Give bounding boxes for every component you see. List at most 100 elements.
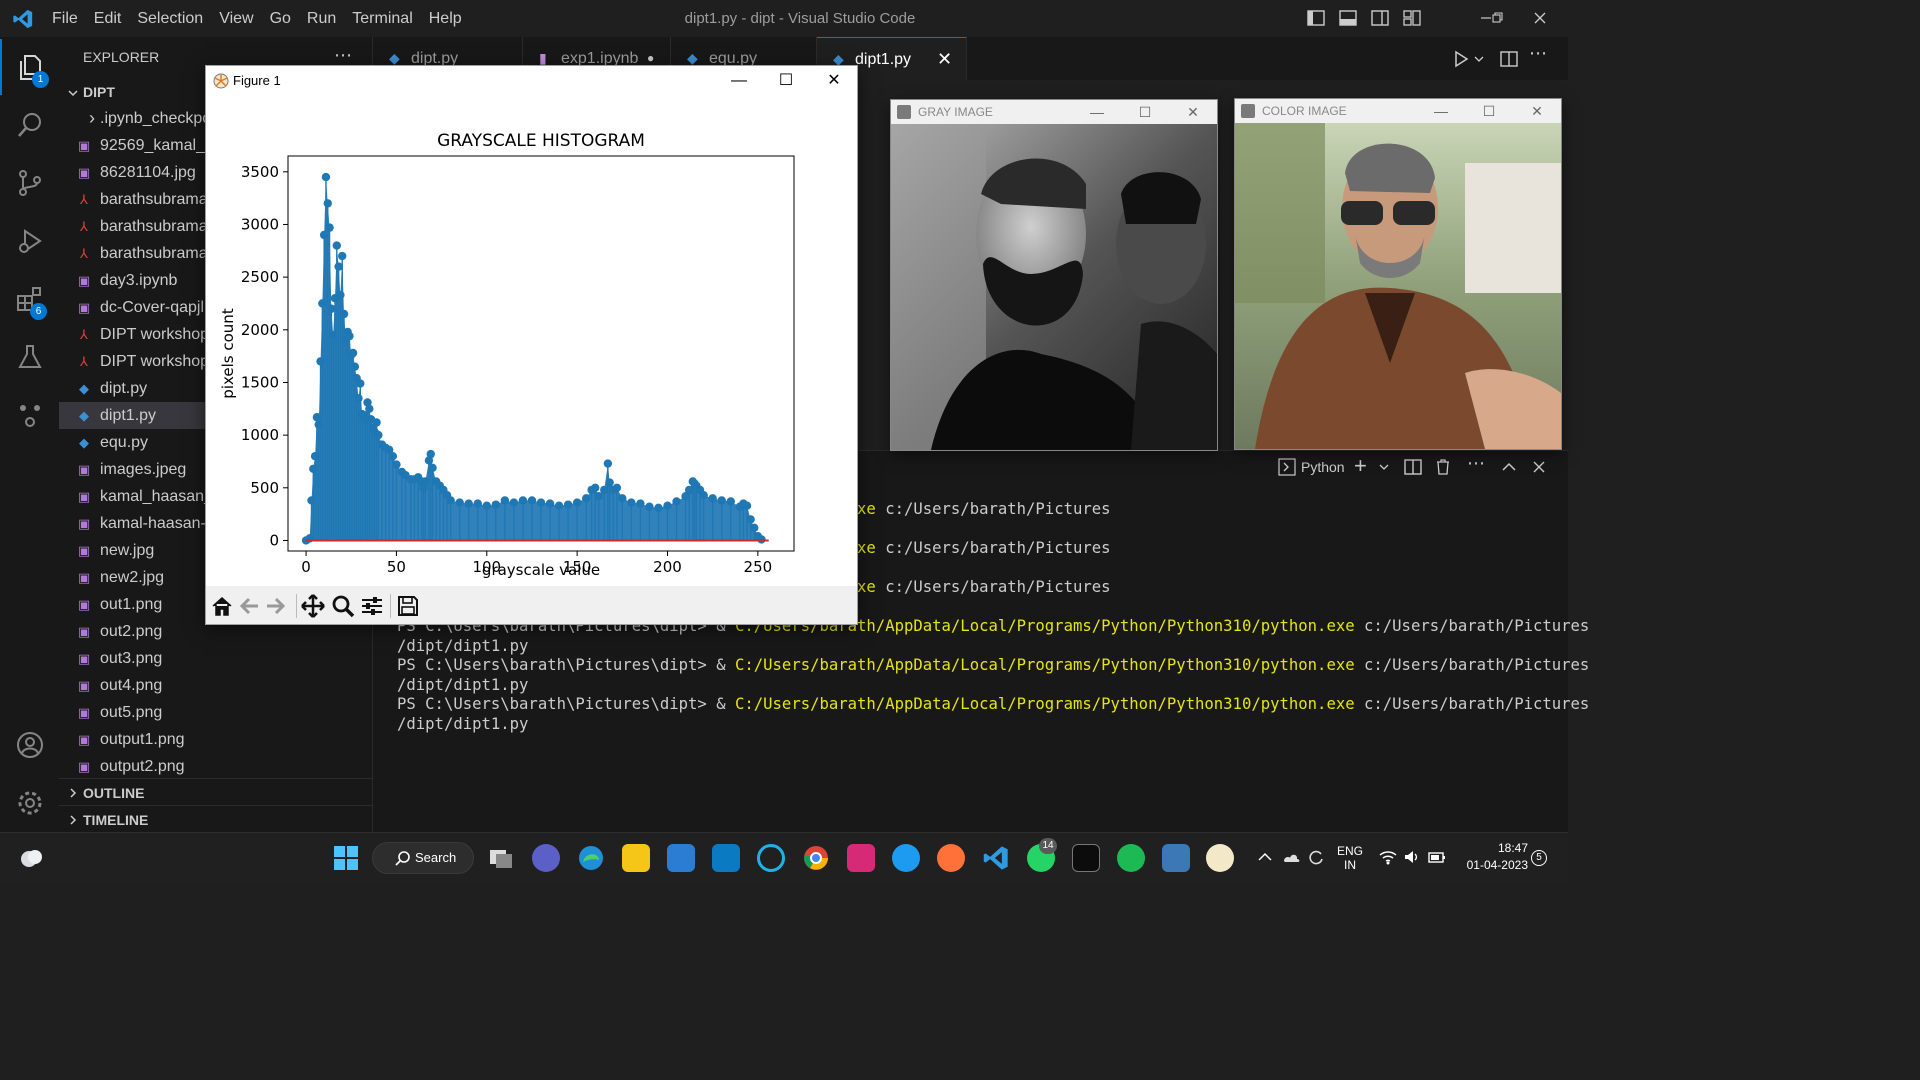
cortana-alexa-icon[interactable]: [757, 844, 785, 872]
file-item[interactable]: ⅄ barathsubrama: [59, 186, 373, 213]
menu-help[interactable]: Help: [428, 10, 462, 27]
gray-close-button[interactable]: ✕: [1187, 104, 1199, 120]
menu-go[interactable]: Go: [269, 10, 291, 27]
save-figure-icon[interactable]: [395, 593, 421, 619]
file-item[interactable]: ▣ 92569_kamal_h: [59, 132, 373, 159]
figure-minimize-button[interactable]: —: [731, 72, 747, 89]
color-maximize-button[interactable]: ☐: [1482, 103, 1496, 119]
menu-view[interactable]: View: [219, 10, 254, 27]
remote-explorer-icon[interactable]: [0, 387, 59, 443]
instagram-icon[interactable]: [847, 844, 875, 872]
language-indicator[interactable]: ENG IN: [1336, 844, 1363, 872]
customize-layout-icon[interactable]: [1402, 8, 1422, 28]
figure-maximize-button[interactable]: ☐: [778, 72, 794, 89]
sync-icon[interactable]: [1306, 847, 1326, 867]
matplotlib-figure-window[interactable]: Figure 1 — ☐ ✕ 0 50 100 150 200 250 0 500 1000 15…: [205, 65, 858, 625]
file-item[interactable]: ▣ out5.png: [59, 699, 373, 726]
menu-edit[interactable]: Edit: [93, 10, 122, 27]
accounts-icon[interactable]: [0, 717, 59, 773]
editor-more-actions-icon[interactable]: ⋯: [1529, 43, 1547, 63]
firefox-icon[interactable]: [937, 844, 965, 872]
terminal-dropdown-icon[interactable]: [1378, 459, 1390, 475]
tab-exp1-ipynb[interactable]: ▮ exp1.ipynb ●: [523, 37, 671, 80]
folder-dipt[interactable]: DIPT: [65, 81, 365, 105]
weather-icon[interactable]: [18, 845, 44, 871]
color-close-button[interactable]: ✕: [1531, 103, 1543, 119]
file-item[interactable]: ▣ new.jpg: [59, 537, 373, 564]
show-hidden-icons-icon[interactable]: [1257, 849, 1273, 865]
menu-selection[interactable]: Selection: [137, 10, 204, 27]
teams-chat-icon[interactable]: [532, 844, 560, 872]
close-panel-icon[interactable]: [1529, 457, 1549, 477]
run-dropdown-icon[interactable]: [1473, 49, 1485, 69]
chrome-icon[interactable]: [802, 844, 830, 872]
file-item[interactable]: ⅄ barathsubrama: [59, 213, 373, 240]
edge-browser-icon[interactable]: [577, 844, 605, 872]
file-item[interactable]: ▣ images.jpeg: [59, 456, 373, 483]
file-item[interactable]: ▣ new2.jpg: [59, 564, 373, 591]
file-item[interactable]: ▣ kamal-haasan-: [59, 510, 373, 537]
file-item[interactable]: ▣ kamal_haasan_: [59, 483, 373, 510]
new-terminal-icon[interactable]: +: [1354, 453, 1367, 478]
manage-gear-icon[interactable]: [0, 775, 59, 831]
tab-dipt-py[interactable]: ◆ dipt.py: [373, 37, 523, 80]
onedrive-icon[interactable]: [1281, 847, 1301, 867]
file-item[interactable]: ▣ output2.png: [59, 753, 373, 780]
run-file-icon[interactable]: [1451, 49, 1471, 69]
gray-image-window[interactable]: GRAY IMAGE — ☐ ✕: [890, 99, 1218, 451]
timeline-section[interactable]: TIMELINE: [59, 805, 373, 832]
search-icon[interactable]: [0, 97, 59, 153]
toggle-primary-sidebar-icon[interactable]: [1306, 8, 1326, 28]
toggle-panel-icon[interactable]: [1338, 8, 1358, 28]
wifi-icon[interactable]: [1379, 848, 1397, 866]
python-taskbar-icon[interactable]: [1162, 844, 1190, 872]
clock[interactable]: 18:47 01-04-2023: [1458, 841, 1528, 872]
terminal-shell-label[interactable]: Python: [1301, 459, 1345, 475]
pan-icon[interactable]: [300, 593, 326, 619]
windows-start-icon[interactable]: [333, 845, 359, 871]
file-item[interactable]: ◆ dipt.py: [59, 375, 373, 402]
spotify-icon[interactable]: [1117, 844, 1145, 872]
file-item[interactable]: ⅄ DIPT workshop: [59, 321, 373, 348]
matplotlib-taskbar-icon[interactable]: [1206, 844, 1234, 872]
kill-terminal-icon[interactable]: [1433, 457, 1453, 477]
maximize-panel-icon[interactable]: [1499, 457, 1519, 477]
file-item[interactable]: ⅄ DIPT workshop: [59, 348, 373, 375]
volume-icon[interactable]: [1403, 848, 1421, 866]
configure-subplots-icon[interactable]: [359, 593, 385, 619]
more-actions-icon[interactable]: ⋯: [334, 45, 352, 65]
minimize-window-icon[interactable]: [1476, 8, 1496, 28]
file-item[interactable]: ◆ equ.py: [59, 429, 373, 456]
explorer-icon[interactable]: 1: [0, 39, 59, 95]
file-item[interactable]: ▣ 86281104.jpg: [59, 159, 373, 186]
split-editor-icon[interactable]: [1499, 49, 1519, 69]
toggle-secondary-sidebar-icon[interactable]: [1370, 8, 1390, 28]
menu-run[interactable]: Run: [306, 10, 337, 27]
source-control-icon[interactable]: [0, 155, 59, 211]
color-image-window[interactable]: COLOR IMAGE — ☐ ✕: [1234, 98, 1562, 450]
file-item[interactable]: ▣ out1.png: [59, 591, 373, 618]
testing-icon[interactable]: [0, 329, 59, 385]
file-explorer-icon[interactable]: [622, 844, 650, 872]
notification-count[interactable]: 5: [1531, 850, 1547, 866]
run-debug-icon[interactable]: [0, 213, 59, 269]
gray-minimize-button[interactable]: —: [1090, 104, 1104, 120]
menu-terminal[interactable]: Terminal: [352, 10, 413, 27]
menu-file[interactable]: File: [52, 10, 78, 27]
close-tab-icon[interactable]: ✕: [937, 49, 953, 69]
file-item[interactable]: ▣ output1.png: [59, 726, 373, 753]
file-item[interactable]: ⅄ barathsubrama: [59, 240, 373, 267]
home-icon[interactable]: [209, 593, 235, 619]
tab-equ-py[interactable]: ◆ equ.py: [671, 37, 817, 80]
file-item[interactable]: ▣ out4.png: [59, 672, 373, 699]
unsaved-dot-icon[interactable]: ●: [647, 51, 655, 65]
myhp-icon[interactable]: [712, 844, 740, 872]
vscode-taskbar-icon[interactable]: [982, 844, 1010, 872]
restore-window-icon[interactable]: [1487, 8, 1507, 28]
outline-section[interactable]: OUTLINE: [59, 778, 373, 805]
file-item[interactable]: ▣ out3.png: [59, 645, 373, 672]
file-item[interactable]: ▣ out2.png: [59, 618, 373, 645]
terminal-taskbar-icon[interactable]: [1072, 844, 1100, 872]
close-window-icon[interactable]: [1530, 8, 1550, 28]
split-terminal-icon[interactable]: [1403, 457, 1423, 477]
